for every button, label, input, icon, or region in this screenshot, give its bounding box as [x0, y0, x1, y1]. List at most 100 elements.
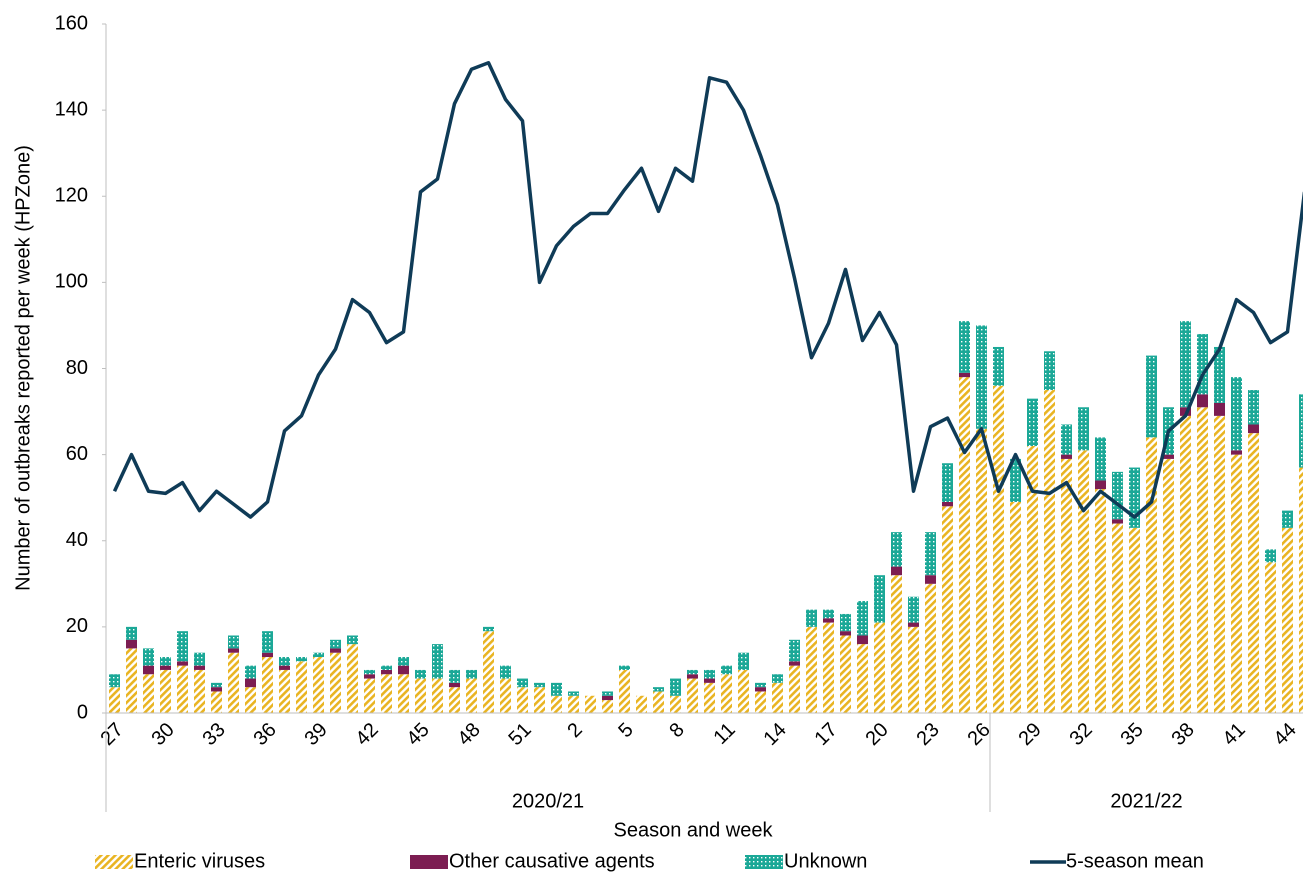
bar-segment [228, 648, 239, 653]
legend-swatch [95, 855, 133, 869]
bar-segment [330, 652, 341, 713]
bar-segment [211, 682, 222, 688]
bar-segment [177, 631, 188, 662]
bar-segment [670, 695, 681, 713]
bar-segment [1214, 415, 1225, 713]
bar-segment [245, 687, 256, 713]
legend-swatch [745, 855, 783, 869]
legend-label: Unknown [784, 850, 867, 872]
bar-segment [1282, 527, 1293, 713]
bar-segment [160, 665, 171, 670]
bar-segment [534, 682, 545, 688]
bar-segment [755, 691, 766, 713]
bar-segment [670, 678, 681, 696]
bar-segment [687, 669, 698, 675]
bar-segment [874, 575, 885, 623]
bar-segment [109, 687, 120, 713]
bar-segment [704, 669, 715, 679]
bar-segment [381, 669, 392, 675]
bar-segment [1129, 527, 1140, 713]
bar-segment [976, 428, 987, 713]
bar-segment [483, 626, 494, 632]
legend-label: Enteric viruses [134, 850, 265, 872]
bar-segment [143, 665, 154, 675]
bar-segment [432, 678, 443, 713]
bar-segment [789, 665, 800, 713]
bar-segment [840, 635, 851, 713]
x-tick-label: 14 [759, 719, 790, 750]
bar-segment [194, 665, 205, 670]
x-tick-label: 41 [1218, 719, 1249, 750]
bar-segment [942, 506, 953, 713]
bar-segment [449, 687, 460, 713]
y-tick-label: 60 [66, 443, 88, 465]
bar-segment [296, 657, 307, 662]
bar-segment [857, 635, 868, 645]
bar-segment [194, 669, 205, 713]
x-tick-label: 51 [504, 719, 535, 750]
bar-segment [500, 665, 511, 679]
bar-segment [330, 648, 341, 653]
y-axis-label: Number of outbreaks reported per week (H… [12, 145, 34, 591]
bar-segment [993, 385, 1004, 713]
x-tick-label: 45 [402, 719, 433, 750]
bar-segment [143, 674, 154, 713]
x-tick-label: 2 [563, 719, 586, 742]
bar-segment [823, 622, 834, 713]
bar-segment [364, 674, 375, 679]
bar-segment [908, 622, 919, 627]
bar-segment [1010, 501, 1021, 713]
bar-segment [1299, 467, 1303, 713]
bar-segment [449, 669, 460, 683]
bar-segment [619, 669, 630, 713]
x-tick-label: 30 [147, 719, 178, 750]
bar-segment [517, 678, 528, 688]
bar-segment [1112, 523, 1123, 713]
bar-segment [823, 618, 834, 623]
x-tick-label: 11 [710, 719, 740, 749]
x-tick-label: 8 [665, 719, 688, 742]
bar-segment [568, 691, 579, 696]
bar-segment [347, 644, 358, 713]
bar-segment [483, 631, 494, 713]
y-tick-label: 40 [66, 529, 88, 551]
bar-segment [1265, 549, 1276, 563]
bar-segment [143, 648, 154, 666]
x-tick-label: 48 [453, 719, 484, 750]
bar-segment [1044, 390, 1055, 713]
bar-segment [959, 321, 970, 373]
bar-segment [1095, 480, 1106, 490]
y-tick-label: 20 [66, 615, 88, 637]
x-tick-label: 23 [912, 719, 943, 750]
bar-segment [823, 609, 834, 619]
bar-segment [381, 674, 392, 713]
bar-segment [908, 626, 919, 713]
bar-segment [1197, 334, 1208, 395]
bar-segment [1282, 510, 1293, 528]
x-tick-label: 27 [96, 719, 127, 750]
bar-segment [177, 661, 188, 666]
bar-segment [1027, 398, 1038, 447]
bar-segment [228, 652, 239, 713]
bar-segment [959, 372, 970, 378]
bar-segment [806, 626, 817, 713]
bar-segment [296, 661, 307, 713]
bar-segment [1044, 351, 1055, 391]
bar-segment [432, 644, 443, 679]
bar-segment [1112, 471, 1123, 520]
bar-segment [891, 532, 902, 567]
bar-segment [1078, 450, 1089, 713]
bar-segment [1112, 519, 1123, 524]
bar-segment [653, 687, 664, 692]
bar-segment [364, 669, 375, 675]
bar-segment [381, 665, 392, 670]
x-tick-label: 17 [810, 719, 841, 750]
bar-segment [1146, 355, 1157, 438]
bar-segment [687, 674, 698, 679]
bar-segment [721, 665, 732, 675]
bar-segment [177, 665, 188, 713]
x-tick-label: 35 [1116, 719, 1147, 750]
bar-segment [415, 669, 426, 679]
bar-segment [704, 682, 715, 713]
bar-segment [1061, 454, 1072, 459]
